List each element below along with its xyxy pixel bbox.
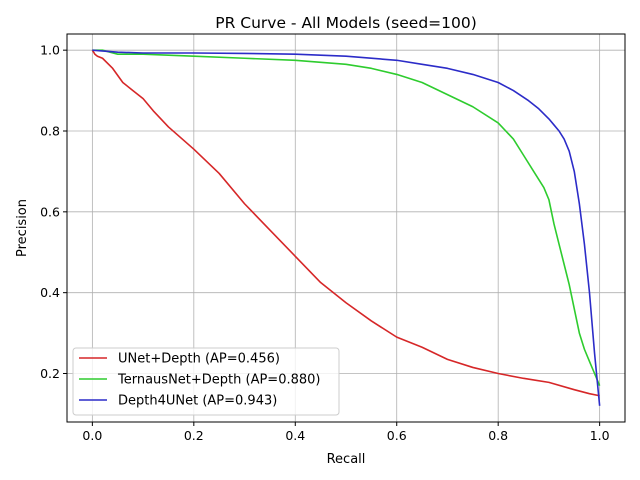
x-axis-label: Recall xyxy=(327,452,366,467)
x-tick-label: 0.6 xyxy=(387,428,407,443)
plot-frame xyxy=(66,33,626,423)
series-layer xyxy=(91,49,601,406)
x-tick-label: 0.8 xyxy=(488,428,508,443)
x-tick-label: 0.2 xyxy=(184,428,204,443)
legend-label-2: TernausNet+Depth (AP=0.880) xyxy=(117,373,321,388)
series-line-2 xyxy=(92,49,601,386)
x-tick-label: 0.0 xyxy=(82,428,102,443)
legend-box xyxy=(72,347,340,416)
y-axis: 0.2 0.4 0.6 0.8 1.0 xyxy=(40,43,67,381)
y-tick-label: 1.0 xyxy=(40,43,60,58)
x-axis: 0.0 0.2 0.4 0.6 0.8 1.0 xyxy=(82,422,610,443)
y-tick-label: 0.2 xyxy=(40,366,60,381)
series-line-1 xyxy=(91,49,600,397)
y-tick-label: 0.8 xyxy=(40,124,60,139)
y-tick-label: 0.4 xyxy=(40,285,60,300)
x-tick-label: 1.0 xyxy=(590,428,610,443)
chart-title: PR Curve - All Models (seed=100) xyxy=(215,14,477,32)
y-tick-label: 0.6 xyxy=(40,204,60,219)
legend-label-3: Depth4UNet (AP=0.943) xyxy=(118,394,277,409)
x-tick-label: 0.4 xyxy=(285,428,305,443)
legend: UNet+Depth (AP=0.456) TernausNet+Depth (A… xyxy=(72,347,340,416)
series-line-3 xyxy=(92,49,601,406)
legend-label-1: UNet+Depth (AP=0.456) xyxy=(118,352,280,367)
y-axis-label: Precision xyxy=(15,199,30,257)
